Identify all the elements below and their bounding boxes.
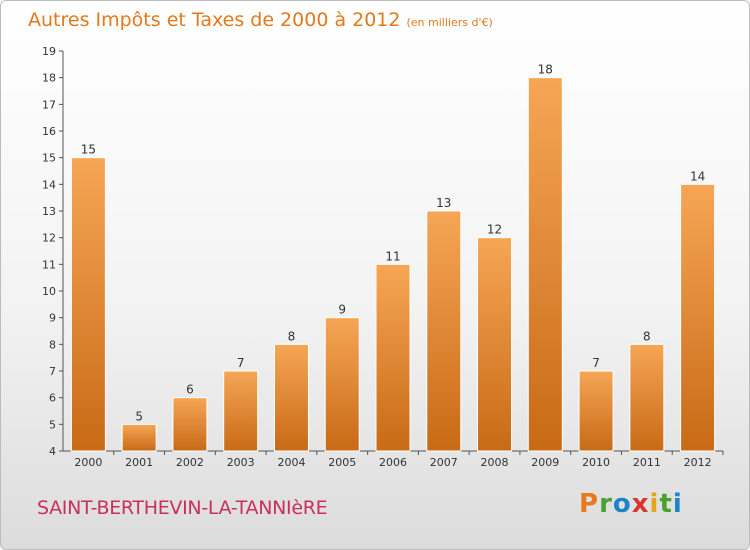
y-tick-label: 13	[42, 205, 56, 218]
chart-title-text: Autres Impôts et Taxes de 2000 à 2012	[28, 9, 401, 31]
x-tick-label: 2001	[125, 456, 153, 469]
x-tick-label: 2003	[227, 456, 255, 469]
bar-value-label: 15	[81, 143, 96, 157]
bar-value-label: 7	[592, 356, 600, 370]
bar-value-label: 12	[487, 223, 502, 237]
bar-value-label: 5	[135, 409, 143, 423]
bar-2006	[375, 263, 411, 452]
bar-2007	[426, 210, 462, 452]
y-tick-label: 4	[49, 445, 56, 458]
y-tick-label: 19	[42, 45, 56, 58]
bar-2009	[527, 77, 563, 452]
bar-value-label: 8	[288, 329, 296, 343]
logo-letter: r	[599, 489, 613, 519]
proxiti-logo: Proxiti	[579, 489, 683, 519]
bar-2012	[680, 183, 716, 452]
bar-value-label: 9	[338, 303, 346, 317]
y-tick-label: 8	[49, 338, 56, 351]
x-tick-label: 2002	[176, 456, 204, 469]
x-tick-label: 2012	[684, 456, 712, 469]
logo-letter: i	[649, 489, 660, 519]
chart-data-labels: 15 5 6 7 8 9 11 13 12 18 7 8 14	[81, 63, 706, 424]
y-tick-label: 5	[49, 418, 56, 431]
y-tick-label: 18	[42, 72, 56, 85]
y-tick-label: 11	[42, 258, 56, 271]
chart-bars	[70, 77, 716, 452]
x-tick-label: 2006	[379, 456, 407, 469]
bar-value-label: 11	[385, 249, 400, 263]
x-tick-label: 2010	[582, 456, 610, 469]
x-tick-label: 2011	[633, 456, 661, 469]
logo-letter: P	[579, 489, 600, 519]
x-tick-label: 2005	[328, 456, 356, 469]
bar-value-label: 18	[538, 63, 553, 77]
commune-name: SAINT-BERTHEVIN-LA-TANNIèRE	[37, 497, 328, 519]
bar-2008	[477, 237, 513, 452]
y-tick-label: 7	[49, 365, 56, 378]
logo-letter: t	[659, 489, 673, 519]
bar-value-label: 8	[643, 329, 651, 343]
chart-subtitle: (en milliers d'€)	[406, 16, 493, 29]
bar-2010	[578, 370, 614, 452]
bar-value-label: 7	[237, 356, 245, 370]
bar-2003	[223, 370, 259, 452]
bar-value-label: 13	[436, 196, 451, 210]
x-tick-label: 2008	[481, 456, 509, 469]
logo-letter: x	[631, 489, 650, 519]
y-tick-label: 6	[49, 392, 56, 405]
bar-2001	[121, 423, 157, 452]
x-tick-label: 2004	[277, 456, 305, 469]
y-tick-label: 14	[42, 178, 56, 191]
y-tick-label: 16	[42, 125, 56, 138]
chart-title: Autres Impôts et Taxes de 2000 à 2012 (en…	[28, 9, 493, 31]
x-tick-label: 2007	[430, 456, 458, 469]
x-tick-label: 2009	[531, 456, 559, 469]
bar-2002	[172, 397, 208, 452]
y-tick-label: 12	[42, 232, 56, 245]
bar-value-label: 14	[690, 169, 705, 183]
y-tick-label: 15	[42, 152, 56, 165]
bar-2011	[629, 343, 665, 452]
bar-2004	[273, 343, 309, 452]
y-tick-label: 10	[42, 285, 56, 298]
bar-2005	[324, 317, 360, 452]
logo-letter: o	[612, 489, 632, 519]
x-tick-label: 2000	[74, 456, 102, 469]
logo-letter: i	[672, 489, 683, 519]
y-tick-label: 9	[49, 312, 56, 325]
bar-value-label: 6	[186, 383, 194, 397]
y-tick-label: 17	[42, 98, 56, 111]
bar-2000	[70, 157, 106, 452]
